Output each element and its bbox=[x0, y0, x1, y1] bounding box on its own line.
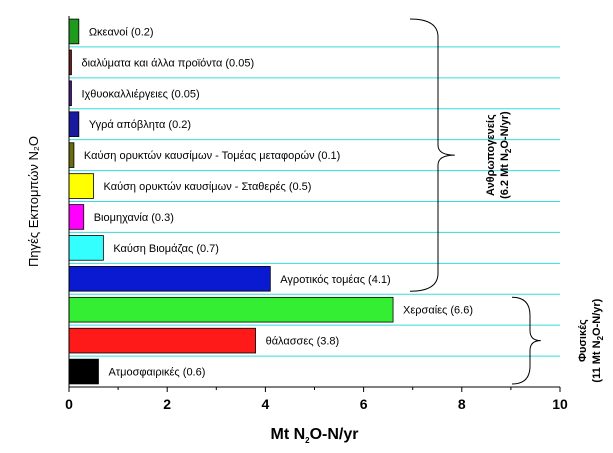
bar-label: Υγρά απόβλητα (0.2) bbox=[89, 119, 191, 131]
bar-label: Βιομηχανία (0.3) bbox=[94, 212, 174, 224]
bar bbox=[68, 327, 256, 354]
group-label-sub: 2 bbox=[504, 148, 513, 153]
group-brace bbox=[409, 18, 455, 292]
x-axis-title: Mt N2O-N/yr bbox=[270, 426, 358, 445]
group-label-post: O-N/yr) bbox=[499, 111, 511, 149]
bar bbox=[68, 111, 80, 137]
x-tick-label: 8 bbox=[458, 396, 466, 412]
bar-label: θάλασσες (3.8) bbox=[266, 336, 340, 348]
group-label-line1: Φυσικές bbox=[577, 319, 589, 362]
x-axis-title-post: O-N/yr bbox=[310, 426, 359, 443]
bar bbox=[68, 296, 394, 323]
bar bbox=[68, 18, 80, 45]
bar bbox=[68, 235, 104, 261]
bar-labels: Ωκεανοί (0.2) διαλύματα και άλλα προϊόντα… bbox=[81, 26, 473, 378]
group-label-line2: (6.2 Mt N bbox=[499, 153, 511, 199]
bar bbox=[68, 266, 271, 292]
x-tick-labels: 0 2 4 6 8 10 bbox=[65, 387, 568, 412]
x-axis-title-pre: Mt N bbox=[270, 426, 305, 443]
x-tick-label: 10 bbox=[552, 396, 568, 412]
x-tick-label: 4 bbox=[262, 396, 270, 412]
bar-label: Καύση ορυκτών καυσίμων - Σταθερές (0.5) bbox=[104, 181, 312, 193]
x-tick-label: 6 bbox=[360, 396, 368, 412]
x-tick-label: 2 bbox=[163, 396, 171, 412]
bar-label: Καύση ορυκτών καυσίμων - Τομέας μεταφορώ… bbox=[84, 150, 340, 162]
bar-label: διαλύματα και άλλα προϊόντα (0.05) bbox=[81, 57, 254, 69]
bar-label: Καύση Βιομάζας (0.7) bbox=[113, 243, 219, 255]
group-brace bbox=[511, 296, 541, 385]
bar-label: Χερσαίες (6.6) bbox=[403, 305, 473, 317]
group-label-post: O-N/yr) bbox=[591, 298, 603, 336]
bar bbox=[68, 204, 85, 230]
group-label-line2: (11 Mt N bbox=[591, 340, 603, 382]
bar-label: Ατμοσφαιρικές (0.6) bbox=[108, 367, 205, 379]
group-label-line1: Ανθρωπογενείς bbox=[485, 114, 497, 196]
bar bbox=[68, 358, 99, 385]
bar-label: Ωκεανοί (0.2) bbox=[89, 26, 154, 38]
x-tick-label: 0 bbox=[65, 396, 73, 412]
bar-label: Ιχθυοκαλλιέργειες (0.05) bbox=[81, 88, 199, 100]
x-axis-title-sub: 2 bbox=[305, 436, 310, 445]
bars bbox=[68, 18, 394, 385]
grid-lines bbox=[69, 46, 560, 357]
group-label: Ανθρωπογενείς (6.2 Mt N2O-N/yr) bbox=[485, 111, 513, 199]
group-label: Φυσικές (11 Mt N2O-N/yr) bbox=[577, 298, 605, 382]
y-axis-title: Πηγές Εκπομπών N₂O bbox=[26, 136, 41, 267]
bar bbox=[68, 173, 94, 199]
group-braces: Ανθρωπογενείς (6.2 Mt N2O-N/yr)Φυσικές (11… bbox=[409, 18, 605, 385]
group-label-sub: 2 bbox=[596, 335, 605, 340]
bar-label: Αγροτικός τομέας (4.1) bbox=[280, 274, 390, 286]
bar bbox=[68, 142, 75, 168]
